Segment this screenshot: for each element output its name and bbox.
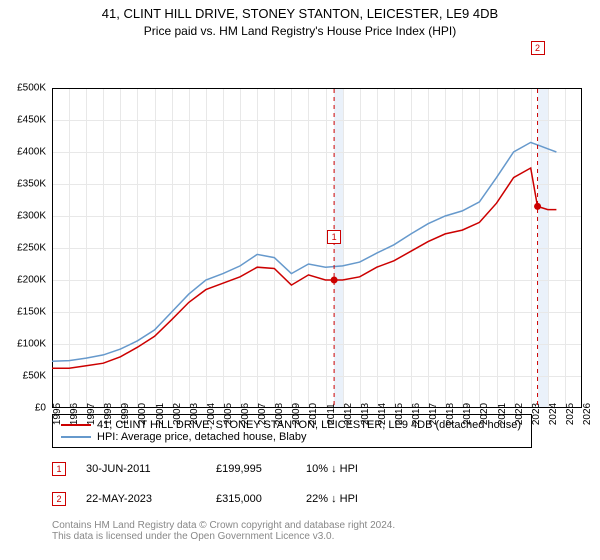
series-price_paid	[52, 168, 556, 368]
sale-marker-box: 1	[327, 230, 341, 244]
legend-label: 41, CLINT HILL DRIVE, STONEY STANTON, LE…	[97, 419, 521, 431]
sale-pct: 22% ↓ HPI	[306, 493, 396, 505]
sale-price: £315,000	[216, 493, 306, 505]
chart-container: 41, CLINT HILL DRIVE, STONEY STANTON, LE…	[0, 0, 600, 560]
sale-row-marker: 1	[52, 462, 66, 476]
line-series-svg	[0, 44, 584, 410]
legend-item: HPI: Average price, detached house, Blab…	[61, 431, 523, 443]
license-text: Contains HM Land Registry data © Crown c…	[52, 520, 395, 542]
legend-box: 41, CLINT HILL DRIVE, STONEY STANTON, LE…	[52, 414, 532, 448]
sale-date: 30-JUN-2011	[86, 463, 216, 475]
chart-subtitle: Price paid vs. HM Land Registry's House …	[0, 21, 600, 44]
license-line2: This data is licensed under the Open Gov…	[52, 531, 395, 542]
sale-row: 1 30-JUN-2011£199,99510% ↓ HPI	[52, 462, 396, 476]
sale-marker-dot	[534, 203, 541, 210]
legend-label: HPI: Average price, detached house, Blab…	[97, 431, 307, 443]
sale-pct: 10% ↓ HPI	[306, 463, 396, 475]
legend-swatch	[61, 436, 91, 438]
series-hpi	[52, 142, 556, 361]
legend-item: 41, CLINT HILL DRIVE, STONEY STANTON, LE…	[61, 419, 523, 431]
sale-row: 2 22-MAY-2023£315,00022% ↓ HPI	[52, 492, 396, 506]
sale-date: 22-MAY-2023	[86, 493, 216, 505]
sale-price: £199,995	[216, 463, 306, 475]
sale-marker-box: 2	[531, 41, 545, 55]
chart-title: 41, CLINT HILL DRIVE, STONEY STANTON, LE…	[0, 0, 600, 21]
sale-row-marker: 2	[52, 492, 66, 506]
sale-marker-dot	[331, 277, 338, 284]
license-line1: Contains HM Land Registry data © Crown c…	[52, 520, 395, 531]
legend-swatch	[61, 424, 91, 426]
